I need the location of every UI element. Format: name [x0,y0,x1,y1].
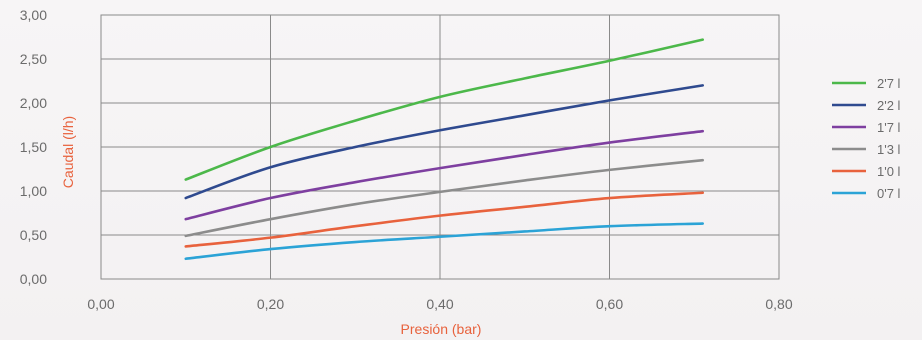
x-tick-label: 0,60 [596,296,623,312]
y-tick-label: 1,50 [20,139,47,155]
x-tick-label: 0,80 [765,296,792,312]
y-tick-label: 3,00 [20,7,47,23]
x-tick-label: 0,00 [87,296,114,312]
x-tick-label: 0,20 [257,296,284,312]
legend-label: 2'7 l [877,76,901,91]
series-line [184,129,705,221]
legend-label: 0'7 l [877,186,901,201]
legend-label: 1'7 l [877,120,901,135]
y-tick-labels: 0,00 0,50 1,00 1,50 2,00 2,50 3,00 [20,7,47,287]
x-tick-labels: 0,00 0,20 0,40 0,60 0,80 [87,296,792,312]
series-line [184,191,705,248]
legend: 2'7 l 2'2 l 1'7 l 1'3 l 1'0 l 0'7 l [832,76,901,201]
grid [100,14,780,280]
y-axis-title: Caudal (l/h) [60,116,76,188]
x-tick-label: 0,40 [426,296,453,312]
series-line [184,222,705,261]
series-lines [184,38,705,261]
y-tick-label: 1,00 [20,183,47,199]
legend-label: 2'2 l [877,98,901,113]
series-line [184,158,705,238]
y-tick-label: 0,00 [20,271,47,287]
series-line [184,84,705,200]
y-tick-label: 2,50 [20,51,47,67]
legend-label: 1'3 l [877,142,901,157]
series-line [184,38,705,181]
y-tick-label: 0,50 [20,227,47,243]
legend-label: 1'0 l [877,164,901,179]
x-axis-title: Presión (bar) [401,321,482,337]
y-tick-label: 2,00 [20,95,47,111]
